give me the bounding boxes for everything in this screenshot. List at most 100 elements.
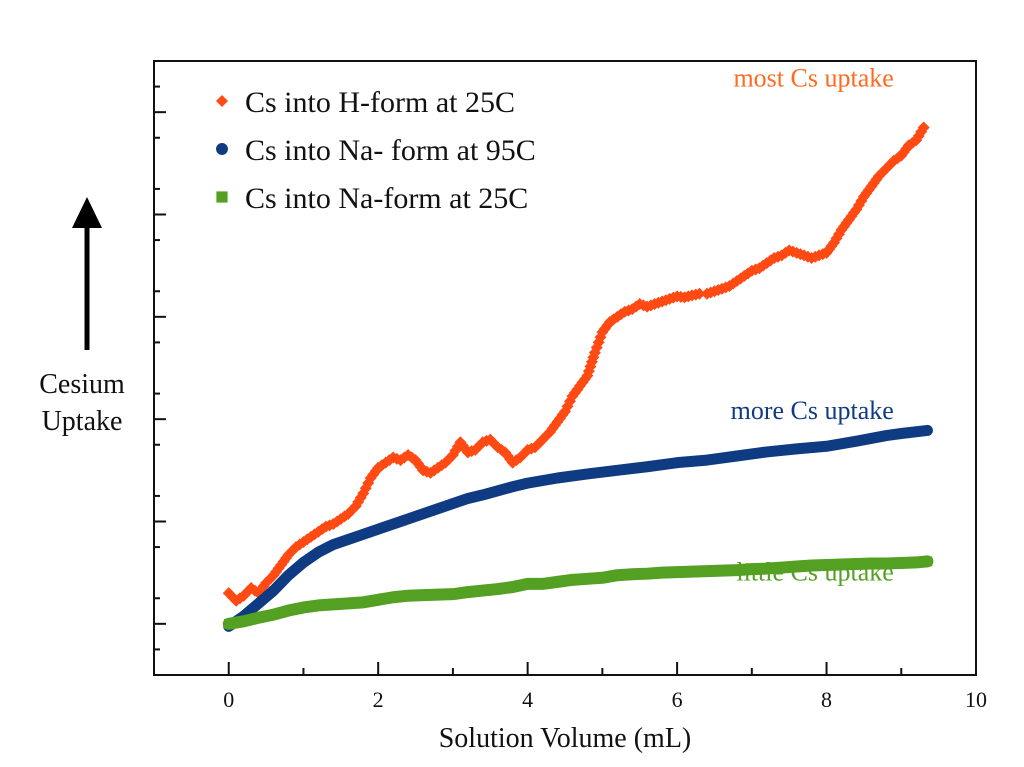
data-point [694, 455, 705, 466]
data-point [328, 599, 339, 610]
data-point [418, 590, 428, 600]
data-point [776, 562, 787, 573]
data-point [671, 457, 683, 468]
data-point [686, 456, 698, 467]
data-point [350, 598, 361, 608]
data-point [246, 614, 256, 625]
data-point [754, 564, 765, 574]
data-point [627, 463, 638, 474]
y-axis-label-line-1: Cesium [39, 369, 125, 400]
data-point [642, 461, 653, 472]
x-tick-label: 8 [821, 687, 832, 712]
data-point [724, 565, 735, 576]
data-point [664, 567, 675, 578]
data-point [582, 468, 593, 480]
data-point [694, 566, 705, 577]
data-point [231, 617, 241, 628]
data-point [291, 604, 301, 614]
data-point [492, 584, 503, 594]
data-point [761, 446, 772, 458]
data-point [657, 567, 667, 578]
data-point [813, 441, 825, 453]
data-point [761, 563, 772, 574]
data-point [500, 583, 511, 593]
data-point [915, 125, 928, 138]
y-axis-label: Cesium Uptake [39, 369, 125, 437]
legend-label: Cs into H-form at 25C [245, 86, 515, 119]
data-point [806, 442, 817, 453]
data-point [716, 452, 728, 464]
data-point [903, 557, 914, 568]
data-point [717, 565, 727, 576]
data-point [365, 596, 376, 606]
annotation-label: more Cs uptake [731, 396, 894, 425]
data-point [552, 472, 563, 484]
data-point [922, 425, 933, 436]
data-point [754, 447, 765, 459]
data-point [545, 578, 555, 588]
axis-ticks: 0 2 4 6 8 10 [154, 85, 987, 712]
plot-frame [153, 60, 977, 676]
data-point [844, 559, 854, 570]
data-point [619, 464, 630, 475]
legend-label: Cs into Na-form at 25C [245, 182, 528, 215]
data-point [634, 569, 645, 579]
data-point [455, 588, 466, 598]
data-point [679, 567, 690, 577]
data-point [433, 589, 443, 600]
data-point [687, 566, 697, 577]
data-point [732, 565, 742, 575]
data-point [559, 471, 571, 483]
data-point [709, 453, 720, 465]
plot-area [153, 60, 977, 676]
data-point [911, 557, 922, 568]
data-point [836, 559, 847, 570]
data-point [470, 586, 481, 597]
data-point [567, 575, 578, 585]
x-tick-label: 0 [223, 687, 234, 712]
data-point [672, 567, 682, 577]
data-point [799, 561, 809, 571]
data-point [814, 560, 824, 571]
data-point [874, 558, 884, 569]
data-point [679, 456, 690, 468]
annotations: most Cs uptake more Cs uptake little Cs up… [731, 64, 894, 587]
data-point [917, 557, 927, 567]
data-point [701, 455, 713, 466]
data-point [881, 558, 892, 569]
x-axis-label: Solution Volume (mL) [439, 723, 692, 754]
data-point [478, 585, 488, 596]
legend-marker [216, 143, 228, 155]
series-diamond [222, 121, 930, 607]
data-point [619, 569, 630, 580]
data-point [922, 556, 933, 567]
data-point [552, 577, 563, 587]
legend-marker [216, 95, 228, 107]
data-point [627, 569, 638, 580]
data-point [223, 619, 234, 629]
data-point [917, 121, 930, 134]
data-point [702, 566, 712, 576]
data-point [604, 466, 615, 477]
data-point [821, 560, 832, 570]
data-point [649, 568, 660, 578]
data-point [567, 470, 578, 482]
series-square [222, 555, 934, 630]
data-point [388, 592, 398, 603]
data-point [784, 562, 794, 572]
data-point [507, 582, 518, 592]
data-point [253, 612, 264, 623]
data-point [612, 570, 623, 581]
data-point [515, 580, 525, 591]
data-point [380, 593, 391, 604]
data-point [746, 448, 757, 460]
data-point [448, 589, 458, 599]
data-point [769, 446, 780, 457]
data-point [764, 254, 777, 267]
data-point [590, 573, 600, 584]
data-point [829, 559, 839, 570]
data-point [657, 459, 668, 470]
data-point [806, 560, 817, 571]
annotation-label: most Cs uptake [733, 64, 893, 93]
data-point [463, 587, 473, 597]
